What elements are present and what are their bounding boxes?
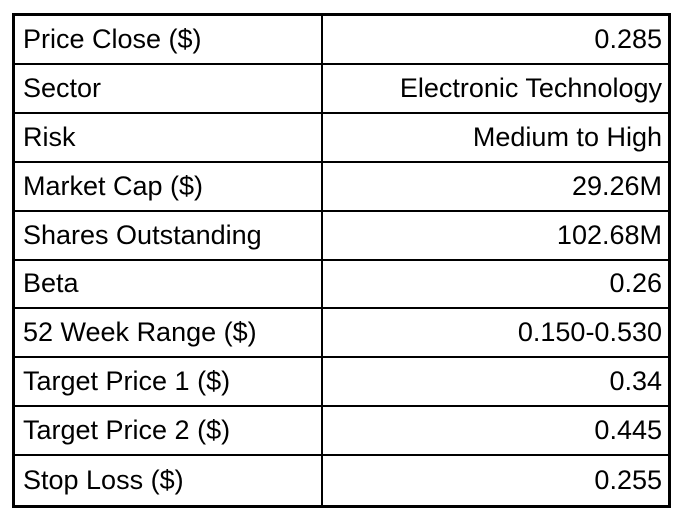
- row-value: 0.445: [594, 415, 662, 446]
- table-row-52-week-range: 52 Week Range ($) 0.150-0.530: [15, 309, 668, 359]
- row-label: Sector: [15, 64, 323, 112]
- table-row-target-price-2: Target Price 2 ($) 0.445: [15, 407, 668, 457]
- row-value: 0.255: [594, 465, 662, 496]
- row-label: Target Price 1 ($): [15, 358, 323, 406]
- table-row-stop-loss: Stop Loss ($) 0.255: [15, 456, 668, 505]
- row-label: Target Price 2 ($): [15, 407, 323, 455]
- row-label: Market Cap ($): [15, 162, 323, 210]
- table-row-sector: Sector Electronic Technology: [15, 64, 668, 114]
- row-value: 0.26: [609, 268, 662, 299]
- row-label: Stop Loss ($): [15, 456, 323, 505]
- row-value: 102.68M: [556, 219, 662, 250]
- row-value: Electronic Technology: [399, 72, 662, 103]
- row-label: Risk: [15, 113, 323, 161]
- table-row-market-cap: Market Cap ($) 29.26M: [15, 162, 668, 212]
- stock-summary-table: Price Close ($) 0.285 Sector Electronic …: [12, 13, 671, 508]
- row-value: 0.150-0.530: [517, 317, 662, 348]
- row-label: Shares Outstanding: [15, 211, 323, 259]
- row-value: Medium to High: [472, 121, 662, 152]
- row-label: Beta: [15, 260, 323, 308]
- table-row-risk: Risk Medium to High: [15, 113, 668, 163]
- table-row-shares-outstanding: Shares Outstanding 102.68M: [15, 211, 668, 261]
- row-value: 0.34: [609, 366, 662, 397]
- table-row-target-price-1: Target Price 1 ($) 0.34: [15, 358, 668, 408]
- table-row-beta: Beta 0.26: [15, 260, 668, 310]
- row-label: Price Close ($): [15, 16, 323, 63]
- row-label: 52 Week Range ($): [15, 309, 323, 357]
- row-value: 29.26M: [571, 170, 662, 201]
- row-value: 0.285: [594, 23, 662, 54]
- table-row-price-close: Price Close ($) 0.285: [15, 16, 668, 65]
